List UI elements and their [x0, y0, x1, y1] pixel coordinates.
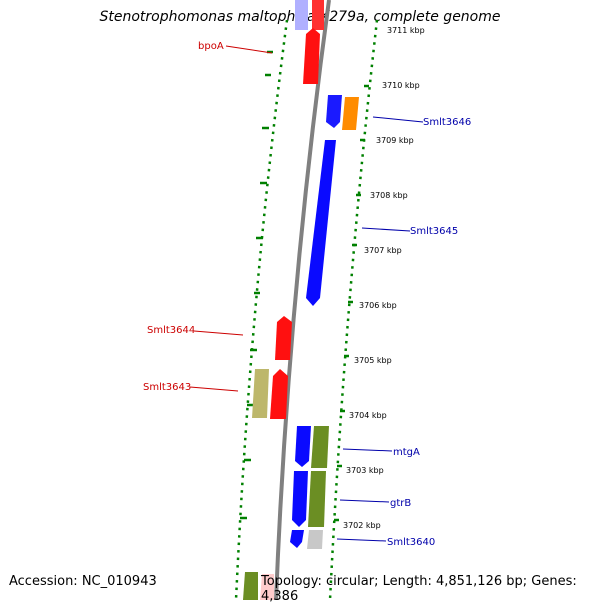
gene-label-bpoA[interactable]: bpoA: [198, 41, 224, 52]
gene-smlt3640[interactable]: [290, 530, 304, 548]
gene-gtrB[interactable]: [292, 471, 308, 527]
gene-label-mtgA[interactable]: mtgA: [393, 447, 420, 458]
tick-label: 3708 kbp: [370, 191, 408, 200]
tick-label: 3706 kbp: [359, 301, 397, 310]
gene-bpoA[interactable]: [303, 28, 320, 84]
gene-label-smlt3645[interactable]: Smlt3645: [410, 226, 458, 237]
gene-smlt3644[interactable]: [275, 316, 292, 360]
tick-label: 3704 kbp: [349, 411, 387, 420]
gene-reverse-small[interactable]: [326, 95, 342, 128]
gene-label-smlt3640[interactable]: Smlt3640: [387, 537, 435, 548]
tick-label: 3709 kbp: [376, 136, 414, 145]
feature-top-reverse[interactable]: [295, 0, 308, 30]
feature-top-forward[interactable]: [312, 0, 324, 30]
gene-smlt3646[interactable]: [342, 97, 359, 130]
gene-smlt3640-gray[interactable]: [307, 530, 323, 549]
tick-labels: 3711 kbp 3710 kbp 3709 kbp 3708 kbp 3707…: [343, 26, 425, 530]
leader-lines: [189, 45, 424, 542]
genome-backbone: [274, 0, 331, 600]
dotted-track-outer: [234, 19, 379, 600]
feature-bottom-olive[interactable]: [243, 572, 258, 600]
gene-mtgA[interactable]: [295, 426, 311, 467]
tick-label: 3707 kbp: [364, 246, 402, 255]
tick-label: 3705 kbp: [354, 356, 392, 365]
gene-smlt3643[interactable]: [270, 369, 288, 419]
gene-label-smlt3643[interactable]: Smlt3643: [143, 382, 191, 393]
gene-label-gtrB[interactable]: gtrB: [390, 498, 411, 509]
tick-label: 3702 kbp: [343, 521, 381, 530]
gene-mtgA-olive[interactable]: [311, 426, 329, 468]
gene-label-smlt3644[interactable]: Smlt3644: [147, 325, 195, 336]
gene-gtrB-olive[interactable]: [308, 471, 326, 527]
accession-text: Accession: NC_010943: [9, 574, 157, 589]
gene-smlt3645[interactable]: [306, 140, 336, 306]
feature-bottom-pink[interactable]: [260, 574, 274, 600]
tick-label: 3703 kbp: [346, 466, 384, 475]
tick-label: 3711 kbp: [387, 26, 425, 35]
gene-label-smlt3646[interactable]: Smlt3646: [423, 117, 471, 128]
gene-smlt3643-khaki[interactable]: [252, 369, 269, 418]
tick-label: 3710 kbp: [382, 81, 420, 90]
